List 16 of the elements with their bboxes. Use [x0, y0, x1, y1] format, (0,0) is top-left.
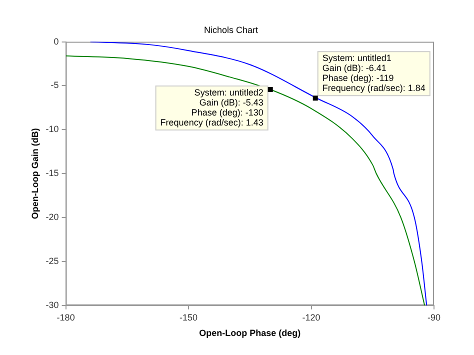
x-axis-title: Open-Loop Phase (deg) — [199, 328, 301, 338]
y-tick-label: 0 — [54, 36, 59, 46]
annotation: System: untitled1 Gain (dB): -6.41 Phase (deg): -119 Frequency (rad/sec): 1.84 — [322, 53, 426, 94]
y-tick-label: -10 — [46, 124, 59, 134]
chart-title: Nichols Chart — [204, 24, 258, 35]
annotation: System: untitled2 Gain (dB): -5.43 Phase (deg): -130 Frequency (rad/sec): 1.43 — [160, 87, 264, 128]
y-tick-label: -30 — [46, 300, 59, 310]
y-tick-label: -5 — [50, 80, 59, 90]
y-tick-label: -15 — [46, 168, 59, 178]
y-axis-title: Open-Loop Gain (dB) — [30, 128, 40, 220]
x-tick-label: -120 — [302, 312, 320, 322]
x-tick-label: -90 — [427, 312, 441, 322]
x-tick-label: -180 — [56, 312, 75, 322]
y-tick-label: -20 — [46, 212, 59, 222]
y-tick-label: -25 — [46, 256, 59, 266]
x-tick-label: -150 — [180, 312, 198, 322]
